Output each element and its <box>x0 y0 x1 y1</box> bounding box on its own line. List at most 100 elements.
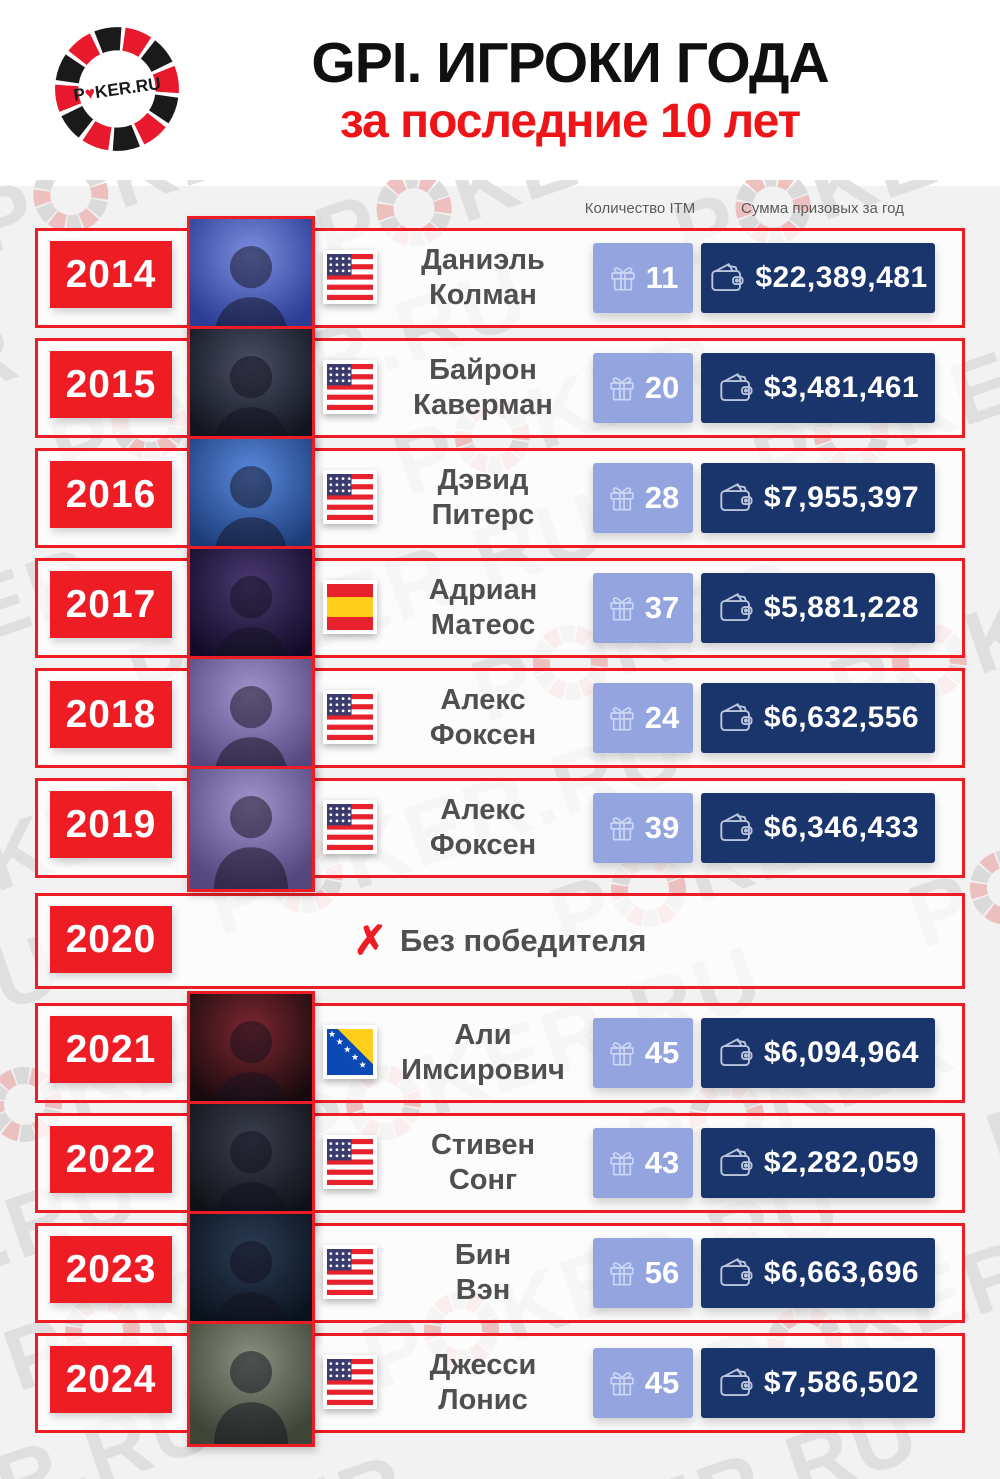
itm-count-badge: 24 <box>593 683 693 753</box>
prize-sum-badge: $6,632,556 <box>701 683 935 753</box>
player-name: Али Имсирович <box>401 1018 565 1086</box>
player-name: Дэвид Питерс <box>431 463 535 531</box>
year-badge: 2022 <box>50 1126 172 1193</box>
gift-icon <box>607 373 637 403</box>
year-badge: 2019 <box>50 791 172 858</box>
wallet-icon <box>717 590 755 626</box>
player-photo <box>187 546 315 672</box>
prize-sum-badge: $3,481,461 <box>701 353 935 423</box>
gift-icon <box>607 1038 637 1068</box>
year-row-2019: 2019 Алекс Фоксен 39 $6,346,433 <box>35 766 965 892</box>
flag-usa-icon <box>323 800 377 854</box>
prize-sum-badge: $2,282,059 <box>701 1128 935 1198</box>
prize-sum-badge: $7,955,397 <box>701 463 935 533</box>
year-row-2015: 2015 Байрон Каверман 20 $3,481,461 <box>35 326 965 452</box>
flag-usa-icon <box>323 690 377 744</box>
page-title: GPI. ИГРОКИ ГОДА <box>311 31 829 95</box>
flag-usa-icon <box>323 1135 377 1189</box>
itm-count-badge: 28 <box>593 463 693 533</box>
year-badge: 2016 <box>50 461 172 528</box>
year-badge: 2014 <box>50 241 172 308</box>
flag-usa-icon <box>323 360 377 414</box>
year-badge: 2023 <box>50 1236 172 1303</box>
gift-icon <box>607 593 637 623</box>
flag-spain-icon <box>323 580 377 634</box>
player-photo <box>187 656 315 782</box>
player-name: Бин Вэн <box>454 1238 512 1306</box>
player-name: Адриан Матеос <box>428 573 538 641</box>
heart-icon: ♥ <box>83 82 96 103</box>
player-name: Даниэль Колман <box>421 243 545 311</box>
gift-icon <box>607 1258 637 1288</box>
player-photo <box>187 766 315 892</box>
itm-count-badge: 20 <box>593 353 693 423</box>
year-row-2016: 2016 Дэвид Питерс 28 $7,955,397 <box>35 436 965 562</box>
flag-usa-icon <box>323 470 377 524</box>
year-row-2014: 2014 Даниэль Колман 11 $22,389,481 <box>35 216 965 342</box>
prize-sum-badge: $6,663,696 <box>701 1238 935 1308</box>
player-photo <box>187 1101 315 1227</box>
itm-count-badge: 45 <box>593 1018 693 1088</box>
poker-ru-chip-logo: P♥KER.RU <box>54 26 180 152</box>
wallet-icon <box>717 370 755 406</box>
year-row-2024: 2024 Джесси Лонис 45 $7,586,502 <box>35 1321 965 1447</box>
player-name: Байрон Каверман <box>413 353 553 421</box>
itm-count-badge: 39 <box>593 793 693 863</box>
player-name: Алекс Фоксен <box>429 683 537 751</box>
player-photo <box>187 326 315 452</box>
year-row-2023: 2023 Бин Вэн 56 $6,663,696 <box>35 1211 965 1337</box>
no-winner-note: ✗ Без победителя <box>38 896 962 986</box>
wallet-icon <box>717 1035 755 1071</box>
flag-bosnia-icon <box>323 1025 377 1079</box>
gift-icon <box>607 1368 637 1398</box>
player-photo <box>187 1211 315 1337</box>
player-name: Стивен Сонг <box>430 1128 536 1196</box>
gift-icon <box>608 263 638 293</box>
prize-sum-badge: $5,881,228 <box>701 573 935 643</box>
wallet-icon <box>708 260 746 296</box>
player-photo <box>187 991 315 1117</box>
no-winner-label: Без победителя <box>399 923 647 958</box>
itm-count-badge: 37 <box>593 573 693 643</box>
wallet-icon <box>717 700 755 736</box>
player-photo <box>187 216 315 342</box>
year-row-2017: 2017 Адриан Матеос 37 $5,881,228 <box>35 546 965 672</box>
wallet-icon <box>717 480 755 516</box>
flag-usa-icon <box>323 1355 377 1409</box>
year-row-2022: 2022 Стивен Сонг 43 $2,282,059 <box>35 1101 965 1227</box>
wallet-icon <box>717 810 755 846</box>
gift-icon <box>607 703 637 733</box>
column-header-prize: Сумма призовых за год <box>741 200 904 217</box>
player-name: Джесси Лонис <box>429 1348 537 1416</box>
year-badge: 2018 <box>50 681 172 748</box>
wallet-icon <box>717 1255 755 1291</box>
page-subtitle: за последние 10 лет <box>339 95 801 148</box>
player-name: Алекс Фоксен <box>429 793 537 861</box>
year-row-2018: 2018 Алекс Фоксен 24 $6,632,556 <box>35 656 965 782</box>
cross-icon: ✗ <box>353 919 387 963</box>
year-row-2020: 2020 ✗ Без победителя <box>35 893 965 989</box>
prize-sum-badge: $6,346,433 <box>701 793 935 863</box>
itm-count-badge: 45 <box>593 1348 693 1418</box>
itm-count-badge: 11 <box>593 243 693 313</box>
year-badge: 2021 <box>50 1016 172 1083</box>
prize-sum-badge: $22,389,481 <box>701 243 935 313</box>
wallet-icon <box>717 1365 755 1401</box>
year-row-2021: 2021 Али Имсирович 45 $6,094,964 <box>35 991 965 1117</box>
player-photo <box>187 436 315 562</box>
flag-usa-icon <box>323 1245 377 1299</box>
prize-sum-badge: $7,586,502 <box>701 1348 935 1418</box>
wallet-icon <box>717 1145 755 1181</box>
column-header-itm: Количество ITM <box>584 200 696 217</box>
year-badge: 2017 <box>50 571 172 638</box>
itm-count-badge: 56 <box>593 1238 693 1308</box>
gift-icon <box>607 813 637 843</box>
year-badge: 2024 <box>50 1346 172 1413</box>
year-badge: 2015 <box>50 351 172 418</box>
gift-icon <box>607 483 637 513</box>
flag-usa-icon <box>323 250 377 304</box>
player-photo <box>187 1321 315 1447</box>
itm-count-badge: 43 <box>593 1128 693 1198</box>
gift-icon <box>607 1148 637 1178</box>
